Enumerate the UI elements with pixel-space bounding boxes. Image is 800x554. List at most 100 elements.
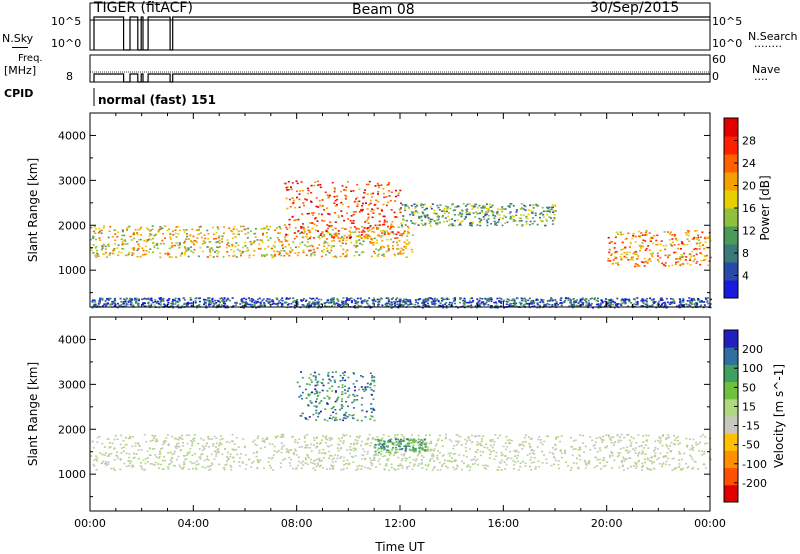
cell [101, 453, 104, 456]
cell [377, 224, 380, 227]
cell [431, 457, 434, 459]
cell [213, 233, 216, 236]
cell [617, 452, 620, 454]
cell [692, 449, 694, 451]
cell [399, 208, 402, 210]
cell [327, 382, 330, 384]
cell [127, 465, 130, 467]
cell [285, 297, 288, 299]
cell [329, 380, 332, 382]
cell [318, 301, 321, 303]
cell [211, 297, 214, 300]
cell [327, 227, 329, 230]
cell [387, 232, 390, 234]
cell [259, 301, 262, 304]
cell [689, 264, 692, 266]
cell [263, 227, 266, 230]
cell [325, 435, 328, 437]
cell [141, 303, 144, 305]
cell [533, 220, 536, 223]
cell [490, 297, 493, 299]
cell [516, 297, 519, 300]
cell [545, 304, 548, 306]
cell [232, 255, 235, 257]
cell [293, 306, 296, 309]
cell [94, 303, 97, 306]
cell [172, 298, 174, 301]
cell [432, 300, 435, 303]
cell [383, 232, 386, 235]
cell [253, 250, 256, 252]
cell [351, 300, 353, 302]
cell [388, 190, 391, 192]
cell [699, 236, 702, 238]
cell [283, 224, 286, 226]
cell [153, 234, 156, 237]
cell [418, 440, 421, 443]
cell [406, 225, 409, 228]
cell [108, 453, 111, 456]
cell [331, 465, 334, 468]
cell [518, 217, 521, 219]
cell [138, 228, 141, 231]
cell [354, 455, 357, 457]
cell [551, 447, 554, 449]
cell [329, 439, 332, 441]
cell [454, 297, 457, 299]
cell [373, 384, 376, 387]
cell [294, 252, 297, 254]
cell [91, 440, 94, 443]
cell [203, 459, 206, 462]
cell [105, 256, 108, 258]
cell [656, 304, 659, 306]
cell [207, 237, 210, 240]
cell [383, 255, 386, 257]
cell [292, 241, 295, 243]
cell [195, 306, 198, 309]
cell [530, 461, 533, 464]
cell [300, 231, 303, 234]
cell [548, 299, 551, 302]
cell [372, 300, 375, 303]
cell [369, 386, 372, 389]
cell [571, 306, 574, 309]
cell [627, 259, 630, 261]
cell [261, 304, 264, 307]
cell [137, 243, 140, 246]
cell [430, 455, 433, 457]
cell [637, 460, 640, 463]
cell [433, 209, 436, 212]
cell [304, 417, 307, 419]
cell [412, 458, 415, 461]
cell [500, 302, 503, 304]
cell [344, 301, 347, 304]
cell [405, 243, 408, 245]
cell [513, 464, 516, 466]
cell [183, 242, 186, 244]
cell [373, 380, 376, 383]
cell [454, 209, 457, 211]
cell [127, 226, 129, 229]
cell [624, 299, 627, 302]
cell [532, 207, 535, 209]
cell [93, 465, 96, 467]
cell [392, 241, 395, 243]
cell [486, 465, 489, 467]
cell [395, 446, 397, 449]
cell [371, 299, 374, 301]
cell [385, 304, 388, 307]
cell [117, 244, 120, 247]
cell [102, 227, 105, 229]
cell [167, 452, 170, 454]
cell [345, 300, 348, 302]
cell [296, 303, 299, 306]
cell [560, 452, 563, 455]
cell [641, 462, 644, 465]
cell [349, 219, 352, 222]
cell [214, 302, 217, 305]
cell [323, 304, 326, 307]
cell [183, 251, 186, 254]
cell [343, 234, 346, 237]
cell [398, 465, 401, 467]
cell [253, 232, 256, 235]
